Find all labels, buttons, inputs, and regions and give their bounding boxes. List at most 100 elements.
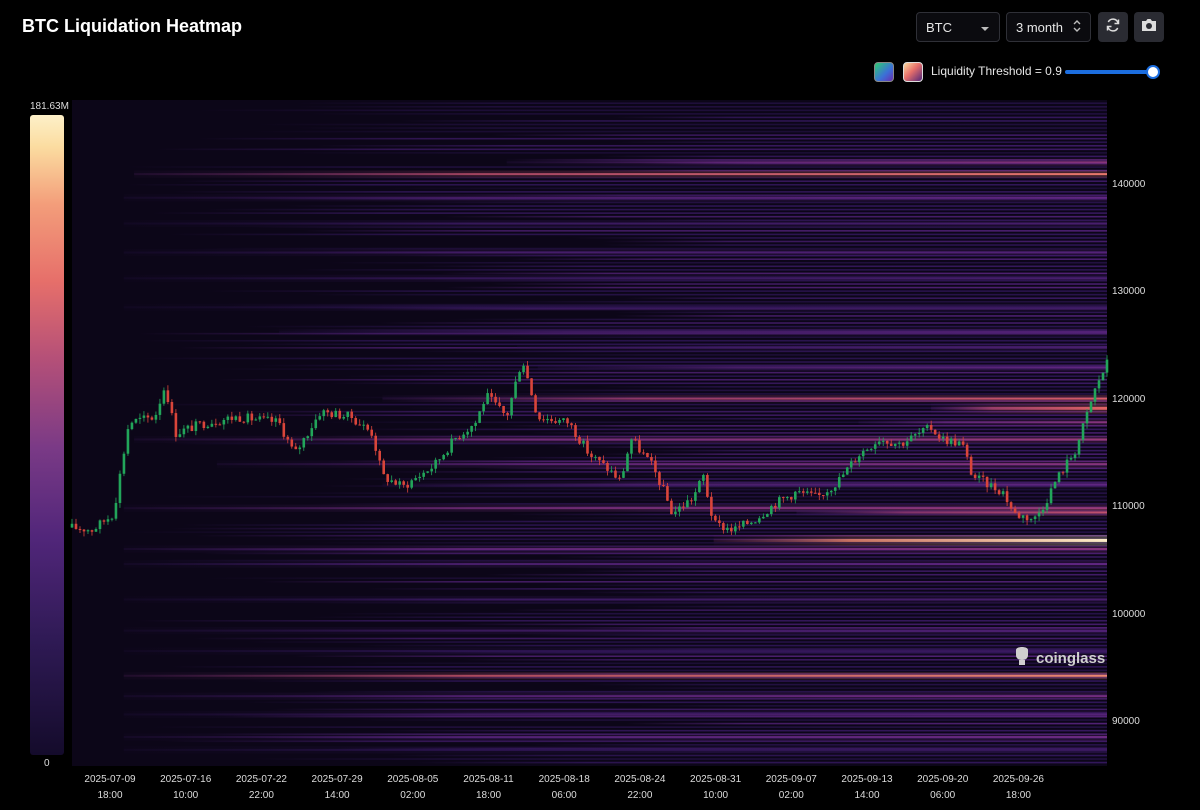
heatmap-noise-band [484, 573, 1107, 576]
liquidity-band-glow [123, 248, 1107, 257]
candle-body [142, 415, 146, 418]
candle-body [126, 429, 130, 454]
liquidity-band-glow [931, 402, 1107, 414]
candle-body [438, 459, 441, 461]
candle-body [933, 429, 937, 435]
candle-body [266, 416, 270, 418]
heatmap-noise-band [134, 403, 1108, 406]
candle-body [166, 390, 170, 402]
heatmap-noise-band [614, 141, 1107, 144]
candle-body [338, 410, 342, 419]
period-select[interactable]: 3 month [1006, 12, 1091, 42]
liquidity-band-glow [123, 692, 1107, 700]
candle-body [610, 470, 613, 472]
candle-body [849, 461, 853, 468]
heatmap-noise-band [239, 669, 1107, 672]
liquidity-band-glow [517, 343, 1107, 351]
candle-body [714, 515, 717, 521]
candle-body [662, 485, 665, 487]
candle-body [458, 437, 461, 439]
candle-body [262, 416, 266, 418]
candle-body [386, 474, 389, 482]
heatmap-noise-band [417, 265, 1107, 268]
candle-body [258, 416, 262, 420]
heatmap-noise-band [269, 708, 1107, 711]
heatmap-noise-band [194, 534, 1108, 537]
candle-body [722, 523, 725, 531]
candle-body [658, 472, 661, 486]
candle-body [1089, 401, 1093, 412]
candle-body [746, 520, 749, 525]
screenshot-button[interactable] [1134, 12, 1164, 42]
liquidity-band-glow [123, 710, 1107, 719]
heatmap-noise-band [588, 474, 1107, 477]
candle-body [242, 421, 246, 423]
heatmap-noise-band [249, 226, 1107, 229]
candle-body [829, 490, 833, 493]
candle-body [318, 416, 322, 420]
candle-body [1045, 503, 1049, 510]
candle-body [1001, 491, 1005, 495]
heatmap-noise-band [260, 580, 1108, 583]
heatmap-noise-band [306, 293, 1108, 296]
candle-body [226, 416, 230, 420]
heatmap-noise-band [570, 237, 1107, 239]
refresh-button[interactable] [1098, 12, 1128, 42]
candle-body [202, 421, 206, 428]
heatmap-noise-band [614, 315, 1107, 317]
updown-icon [1073, 19, 1081, 35]
candle-body [302, 438, 306, 448]
heatmap-noise-band [497, 425, 1107, 427]
candle-body [941, 436, 945, 439]
liquidity-band-glow [123, 545, 1107, 553]
candle-body [606, 462, 609, 471]
candle-body [897, 442, 901, 444]
y-tick-label: 100000 [1112, 608, 1146, 620]
candle-body [494, 396, 497, 403]
candle-body [70, 523, 74, 528]
heatmap-noise-band [410, 350, 1107, 353]
candle-body [534, 395, 537, 413]
candle-body [1093, 388, 1097, 402]
heatmap-noise-band [293, 102, 1107, 105]
heatmap-noise-band [520, 634, 1107, 636]
candle-body [326, 410, 330, 413]
heatmap-noise-band [156, 148, 1107, 151]
candle-body [702, 474, 705, 481]
threshold-slider-handle[interactable] [1146, 65, 1160, 79]
heatmap-noise-band [508, 258, 1107, 261]
heatmap-noise-band [125, 183, 1108, 186]
heatmap-noise-band [203, 577, 1108, 580]
candle-body [1069, 458, 1073, 460]
candle-body [346, 411, 350, 417]
liquidity-band-glow [123, 303, 1107, 311]
symbol-select[interactable]: BTC [916, 12, 1000, 42]
candle-body [522, 365, 525, 373]
candle-body [666, 486, 669, 501]
threshold-slider-track[interactable] [1065, 70, 1155, 74]
viridis-palette-button[interactable] [874, 62, 894, 82]
candle-body [278, 418, 282, 424]
candle-body [542, 419, 545, 421]
heatmap-noise-band [601, 244, 1107, 246]
heatmap-noise-band [351, 644, 1107, 647]
candle-body [794, 491, 797, 500]
candle-body [626, 453, 629, 472]
candle-body [322, 410, 326, 417]
candle-body [502, 405, 505, 414]
candle-body [646, 452, 649, 458]
threshold-label: Liquidity Threshold = 0.9 [931, 64, 1062, 78]
candle-body [989, 483, 993, 488]
x-tick-label: 2025-07-16 10:00 [160, 774, 212, 801]
liquidity-band-glow [537, 363, 1107, 372]
heatmap-noise-band [455, 623, 1107, 626]
candle-body [310, 428, 314, 437]
heatmap-noise-band [250, 758, 1108, 760]
heatmap-noise-band [302, 230, 1107, 232]
candle-body [270, 416, 274, 422]
heatmap-noise-band [191, 637, 1107, 640]
magma-palette-button[interactable] [903, 62, 923, 82]
candle-body [246, 413, 250, 423]
heatmap-noise-band [579, 499, 1107, 502]
